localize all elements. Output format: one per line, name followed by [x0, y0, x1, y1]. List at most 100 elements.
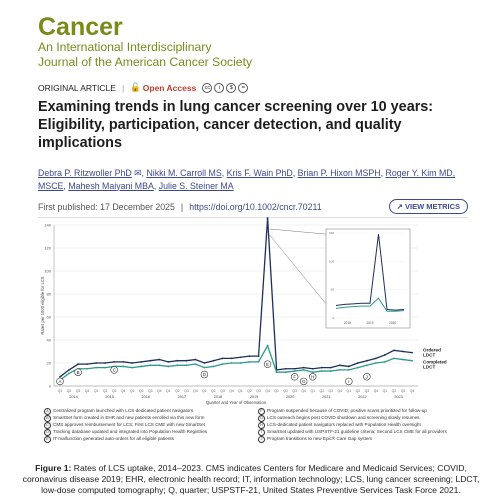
completed-ldct-point: [347, 369, 350, 371]
legend-marker: C: [44, 422, 51, 429]
completed-ldct-point: [402, 358, 404, 361]
completed-series-label: LDCT: [423, 365, 435, 370]
ordered-ldct-point: [86, 363, 88, 366]
x-axis-label: Quarter and Year of Observation: [206, 400, 267, 405]
completed-ldct-point: [374, 362, 377, 364]
author-link[interactable]: Julie S. Steiner MA: [158, 180, 234, 191]
y-tick-label: 0: [49, 384, 52, 389]
author-link[interactable]: Nikki M. Carroll MS: [146, 168, 222, 178]
y-axis-label: Rates per 1000 eligible for LCS: [40, 276, 45, 334]
completed-ldct-point: [68, 372, 70, 375]
view-metrics-button[interactable]: ↗ VIEW METRICS: [388, 199, 468, 214]
completed-ldct-point: [104, 366, 107, 369]
legend-item: H LCS-dedicated patient navigators replac…: [258, 422, 447, 429]
journal-subtitle-line1: An International Interdisciplinary: [38, 40, 212, 54]
completed-ldct-point: [95, 366, 98, 369]
journal-header: Cancer An International Interdisciplinar…: [38, 14, 252, 70]
completed-ldct-point: [140, 365, 143, 368]
ordered-ldct-point: [356, 362, 359, 364]
inset-ordered-line: [335, 234, 405, 311]
completed-series-label: Completed: [423, 360, 447, 365]
doi-link[interactable]: https://doi.org/10.1002/cncr.70211: [189, 201, 322, 212]
ordered-ldct-point: [338, 364, 341, 367]
journal-name: Cancer: [38, 13, 123, 41]
x-tick-quarter: Q4: [338, 389, 343, 393]
x-tick-quarter: Q3: [292, 389, 297, 393]
x-tick-quarter: Q3: [112, 389, 117, 393]
figure-label: Figure 1:: [35, 463, 72, 473]
completed-ldct-point: [266, 344, 269, 347]
ordered-ldct-point: [158, 358, 161, 361]
x-tick-quarter: Q4: [85, 389, 90, 393]
annotation-marker: [200, 370, 209, 379]
completed-ldct-point: [275, 371, 278, 374]
ordered-ldct-line: [59, 218, 413, 378]
x-tick-quarter: Q2: [283, 389, 288, 393]
completed-ldct-point: [365, 364, 368, 367]
completed-ldct-point: [158, 364, 161, 367]
published-date: First published: 17 December 2025: [38, 201, 175, 212]
annotation-marker: [110, 366, 118, 374]
x-tick-quarter: Q3: [256, 389, 261, 393]
ordered-ldct-point: [266, 217, 269, 220]
meta-separator: |: [121, 82, 125, 93]
completed-ldct-point: [221, 363, 224, 366]
completed-ldct-point: [411, 359, 413, 362]
header-divider: [38, 217, 468, 218]
x-tick-quarter: Q2: [247, 389, 252, 393]
y-tick-label: 40: [47, 338, 52, 343]
ordered-series-label: Ordered: [423, 348, 441, 353]
y-tick-label: 120: [44, 246, 51, 251]
completed-ldct-point: [167, 365, 170, 368]
meta-separator: |: [180, 201, 184, 212]
x-tick-quarter: Q4: [229, 389, 234, 393]
ordered-ldct-point: [257, 355, 260, 357]
trend-icon: ↗: [396, 202, 403, 211]
legend-left: A Centralized program launched with LCS-d…: [44, 408, 207, 443]
legend-text: Centralized program launched with LCS-de…: [53, 408, 194, 414]
x-tick-quarter: Q1: [310, 389, 315, 393]
completed-ldct-point: [194, 363, 197, 366]
x-tick-quarter: Q4: [410, 389, 415, 393]
inset-y-tick-label: 150: [329, 231, 334, 235]
completed-ldct-point: [86, 367, 88, 370]
ordered-series-label: LDCT: [423, 353, 435, 358]
annotation-marker: [309, 373, 317, 381]
y-tick-label: 140: [44, 223, 51, 228]
license-icons[interactable]: cc i $ =: [202, 82, 249, 93]
completed-ldct-point: [302, 369, 305, 371]
annotation-marker-label: H: [311, 374, 314, 379]
ordered-ldct-point: [393, 349, 395, 352]
legend-text: Program transitions to new Epic® Care Ga…: [267, 436, 373, 442]
email-icon[interactable]: ✉: [134, 168, 142, 178]
annotation-marker: [345, 377, 353, 386]
completed-ldct-point: [239, 362, 242, 364]
author-link[interactable]: Mahesh Maiyani MBA: [68, 180, 154, 191]
ordered-ldct-point: [194, 358, 197, 361]
annotation-marker-label: C: [113, 368, 116, 373]
legend-text: IT malfunction generated auto-orders for…: [53, 436, 174, 442]
legend-right: F Program suspended because of COVID; pos…: [258, 408, 447, 443]
attribution-icon: i: [214, 82, 225, 93]
x-tick-quarter: Q4: [374, 389, 379, 393]
legend-item: C CMS approves reimbursement for LCS; Fir…: [44, 422, 207, 429]
x-tick-quarter: Q2: [211, 389, 216, 393]
open-access-badge[interactable]: 🔓 Open Access: [130, 82, 196, 93]
x-tick-quarter: Q3: [329, 389, 334, 393]
legend-marker: D: [44, 429, 51, 436]
ordered-ldct-point: [59, 375, 61, 378]
annotation-marker-label: J: [366, 374, 368, 379]
legend-marker: I: [258, 429, 265, 436]
author-link[interactable]: Roger Y. Kim MD, MSCE: [38, 168, 456, 191]
ordered-ldct-point: [203, 362, 206, 364]
author-link[interactable]: Debra P. Ritzwoller PhD: [38, 168, 132, 178]
x-tick-quarter: Q2: [67, 389, 72, 393]
figure-caption: Figure 1: Rates of LCS uptake, 2014–2023…: [14, 463, 488, 496]
completed-ldct-point: [131, 366, 134, 369]
x-tick-quarter: Q1: [202, 389, 207, 393]
author-list: Debra P. Ritzwoller PhD ✉, Nikki M. Carr…: [38, 168, 456, 191]
completed-ldct-point: [329, 370, 332, 372]
author-link[interactable]: Kris F. Wain PhD: [226, 168, 293, 178]
author-link[interactable]: Brian P. Hixon MSPH: [297, 168, 381, 178]
x-tick-year: 2016: [142, 395, 150, 399]
